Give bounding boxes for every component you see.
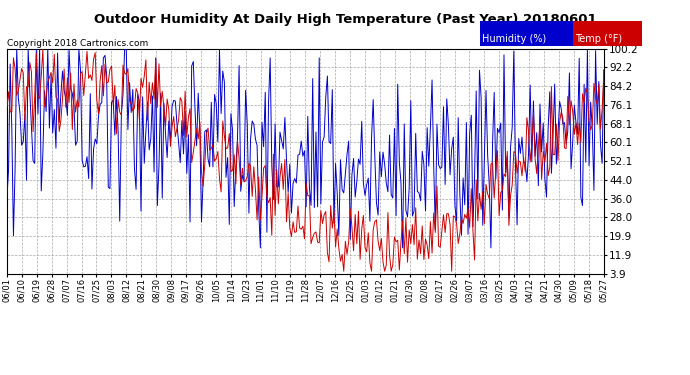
Text: Temp (°F): Temp (°F) <box>575 34 622 44</box>
Text: Copyright 2018 Cartronics.com: Copyright 2018 Cartronics.com <box>7 39 148 48</box>
Text: Humidity (%): Humidity (%) <box>482 34 546 44</box>
Text: Outdoor Humidity At Daily High Temperature (Past Year) 20180601: Outdoor Humidity At Daily High Temperatu… <box>94 13 596 26</box>
